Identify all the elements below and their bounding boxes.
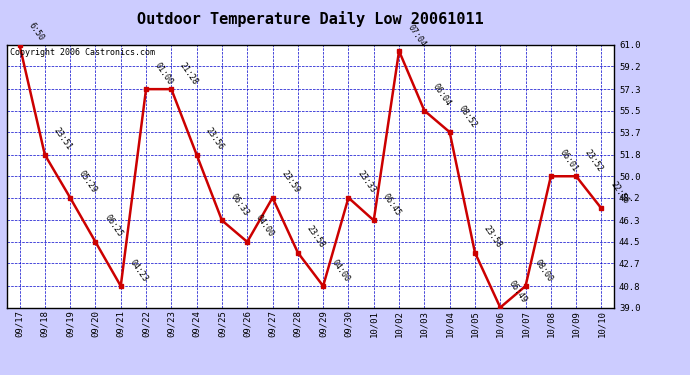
Text: 07:04: 07:04: [406, 22, 428, 48]
Text: 06:45: 06:45: [381, 192, 402, 217]
Text: 21:28: 21:28: [178, 61, 200, 86]
Text: 04:00: 04:00: [330, 258, 352, 283]
Text: Outdoor Temperature Daily Low 20061011: Outdoor Temperature Daily Low 20061011: [137, 11, 484, 27]
Text: 06:04: 06:04: [431, 82, 453, 108]
Text: 23:51: 23:51: [52, 126, 74, 152]
Text: 23:52: 23:52: [583, 148, 605, 174]
Text: 06:01: 06:01: [558, 148, 580, 174]
Text: 04:00: 04:00: [254, 213, 276, 239]
Text: 6:50: 6:50: [26, 21, 46, 42]
Text: 23:59: 23:59: [279, 169, 302, 195]
Text: 01:00: 01:00: [153, 61, 175, 86]
Text: 08:52: 08:52: [457, 104, 478, 129]
Text: 23:56: 23:56: [204, 126, 226, 152]
Text: 04:23: 04:23: [128, 258, 150, 283]
Text: 05:29: 05:29: [77, 169, 99, 195]
Text: 06:49: 06:49: [507, 279, 529, 305]
Text: 06:25: 06:25: [102, 213, 124, 239]
Text: 23:33: 23:33: [355, 169, 377, 195]
Text: 22:56: 22:56: [609, 180, 630, 206]
Text: 06:33: 06:33: [229, 192, 250, 217]
Text: Copyright 2006 Castronics.com: Copyright 2006 Castronics.com: [10, 48, 155, 57]
Text: 23:58: 23:58: [482, 224, 504, 250]
Text: 23:58: 23:58: [305, 224, 326, 250]
Text: 08:00: 08:00: [533, 258, 554, 283]
